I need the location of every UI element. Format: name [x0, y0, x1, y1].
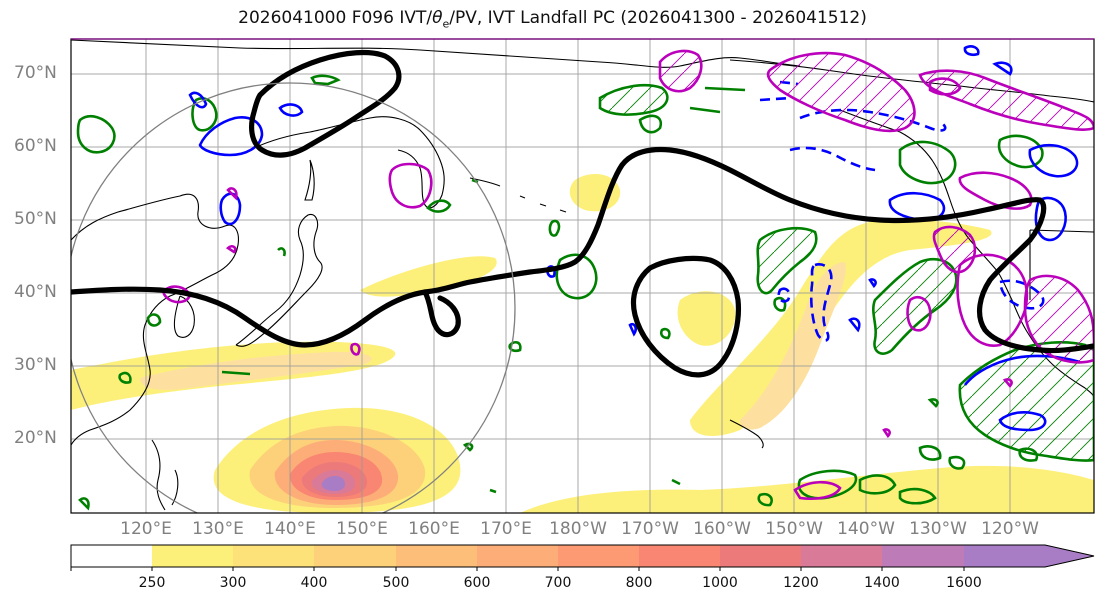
colorbar-segments [71, 545, 1094, 567]
lon-label-130e: 130°E [192, 519, 244, 539]
coast-philippines [151, 439, 179, 511]
title-sub: e [442, 17, 450, 31]
lat-label-60n: 60°N [14, 136, 57, 156]
lat-label-20n: 20°N [14, 428, 57, 448]
colorbar-seg-7 [639, 545, 720, 567]
colorbar-seg-3 [314, 545, 396, 567]
ivt-tropical-band [520, 465, 1094, 513]
coast-asia-mainland [71, 193, 239, 446]
lon-label-120e: 120°E [120, 519, 172, 539]
colorbar-seg-2 [233, 545, 314, 567]
colorbar-seg-0 [71, 545, 152, 567]
colorbar-label-700: 700 [544, 575, 572, 591]
theta-e-pos-hatched-east [872, 258, 958, 355]
coast-north-asia [71, 39, 801, 68]
colorbar-seg-1 [152, 545, 233, 567]
lat-label-40n: 40°N [14, 282, 57, 302]
colorbar-label-1400: 1400 [864, 575, 900, 591]
lon-label-180w: 180°W [549, 519, 607, 539]
theta-e-pos-hatched-central [756, 226, 818, 295]
lat-label-50n: 50°N [14, 209, 57, 229]
title-suffix: /PV, IVT Landfall PC (2026041300 - 20260… [449, 8, 867, 28]
pv-trough-loop [422, 289, 461, 338]
colorbar-seg-5 [477, 545, 558, 567]
ivt-blob-center [677, 291, 736, 346]
lon-label-140w: 140°W [837, 519, 895, 539]
colorbar-label-1200: 1200 [783, 575, 819, 591]
lon-label-150w: 150°W [765, 519, 823, 539]
pv-main-trough [71, 146, 1094, 354]
lon-label-140e: 140°E [264, 519, 316, 539]
colorbar-seg-10 [882, 545, 964, 567]
ivt-plume-east-core [740, 262, 846, 430]
colorbar-seg-8 [720, 545, 801, 567]
theta-e-pos-hatched-north [598, 83, 669, 116]
lon-label-170e: 170°E [480, 519, 532, 539]
coast-japan [235, 213, 323, 347]
colorbar-label-400: 400 [300, 575, 328, 591]
landfall-pc-contours [162, 49, 1094, 500]
lon-label-160w: 160°W [693, 519, 751, 539]
colorbar-extend-arrow [1045, 545, 1094, 567]
theta-e-green-contours [76, 74, 1094, 511]
colorbar-seg-9 [801, 545, 882, 567]
colorbar-label-1600: 1600 [946, 575, 982, 591]
colorbar-label-300: 300 [219, 575, 247, 591]
colorbar-ticks [70, 567, 965, 571]
ivt-blob-nw [360, 256, 497, 297]
lon-label-150e: 150°E [336, 519, 388, 539]
title-prefix: 2026041000 F096 IVT/ [238, 8, 433, 28]
typhoon-ivt [213, 407, 461, 513]
colorbar-seg-6 [558, 545, 639, 567]
lat-label-30n: 30°N [14, 355, 57, 375]
coast-okhotsk-kamchatka [249, 116, 445, 209]
title-theta: θ [432, 8, 443, 28]
map-title: 2026041000 F096 IVT/θe/PV, IVT Landfall … [0, 8, 1105, 30]
pv-contours [71, 49, 1094, 378]
coast-korea [173, 295, 195, 338]
colorbar-label-1000: 1000 [702, 575, 738, 591]
colorbar-label-600: 600 [463, 575, 491, 591]
colorbar-outline [70, 544, 1095, 568]
ivt-plume-east [690, 219, 992, 436]
lat-label-70n: 70°N [14, 63, 57, 83]
colorbar-label-250: 250 [138, 575, 166, 591]
lon-label-130w: 130°W [909, 519, 967, 539]
coast-hawaii [729, 419, 764, 449]
landfall-range-circle [71, 82, 516, 513]
ivt-shading [71, 174, 1094, 513]
lon-label-170w: 170°W [621, 519, 679, 539]
lon-label-120w: 120°W [981, 519, 1039, 539]
coast-sakhalin [304, 159, 315, 201]
coast-aleutians [469, 177, 567, 213]
colorbar-seg-4 [396, 545, 477, 567]
map-panel [70, 38, 1095, 514]
lon-label-160e: 160°E [408, 519, 460, 539]
pv-closed-low-north [249, 49, 402, 158]
colorbar-label-800: 800 [625, 575, 653, 591]
colorbar-label-500: 500 [382, 575, 410, 591]
pv-closed-low-central [630, 255, 742, 378]
ivt-band-south-core [140, 351, 372, 390]
theta-e-pos-hatched-coast [958, 340, 1094, 462]
colorbar-seg-11 [964, 545, 1045, 567]
